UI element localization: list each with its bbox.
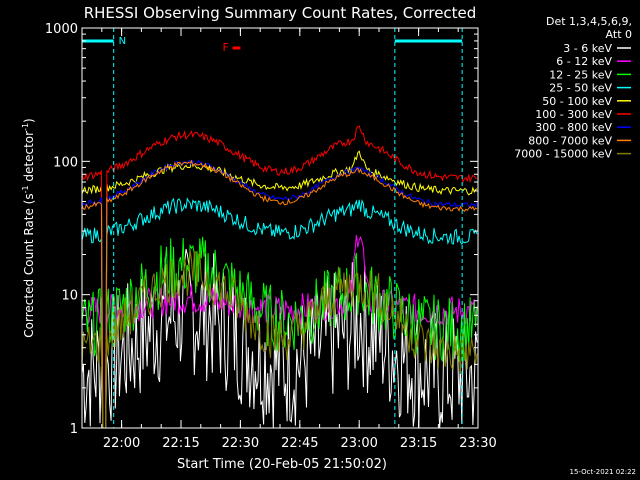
generated-timestamp: 15-Oct-2021 02:22 xyxy=(570,468,636,476)
legend-label-7: 800 - 7000 keV xyxy=(528,134,612,147)
x-tick-label-6: 23:30 xyxy=(459,436,496,451)
x-tick-label-5: 23:15 xyxy=(400,436,437,451)
y-axis-ticks: 1 10 100 1000 xyxy=(45,22,478,437)
y-tick-label-10: 10 xyxy=(61,289,78,304)
y-tick-label-1: 1 xyxy=(70,422,78,437)
legend-header-line-2: Att 0 xyxy=(606,28,632,41)
series-layer xyxy=(81,125,478,429)
y-axis-label-end: ) xyxy=(22,118,36,123)
dashed-time-lines xyxy=(113,28,463,428)
legend-label-8: 7000 - 15000 keV xyxy=(514,148,612,161)
legend-label-6: 300 - 800 keV xyxy=(535,121,612,134)
y-axis-label-main: Corrected Count Rate (s xyxy=(22,193,36,337)
legend-header-line-1: Det 1,3,4,5,6,9, xyxy=(546,15,632,28)
x-tick-label-3: 22:45 xyxy=(281,436,318,451)
legend-label-1: 6 - 12 keV xyxy=(556,55,612,68)
x-axis-label: Start Time (20-Feb-05 21:50:02) xyxy=(177,457,387,472)
chart-title: RHESSI Observing Summary Count Rates, Co… xyxy=(84,4,477,22)
legend-label-2: 12 - 25 keV xyxy=(549,68,612,81)
y-tick-label-100: 100 xyxy=(53,155,78,170)
series-line-7 xyxy=(81,159,478,429)
legend-label-3: 25 - 50 keV xyxy=(549,82,612,95)
legend-label-5: 100 - 300 keV xyxy=(535,108,612,121)
series-line-4 xyxy=(81,150,478,429)
legend-label-4: 50 - 100 keV xyxy=(542,95,612,108)
y-axis-label-sup1: -1 xyxy=(21,185,30,193)
flare-label: F xyxy=(222,41,228,54)
series-line-3 xyxy=(81,197,478,429)
x-axis-ticks: 22:00 22:15 22:30 22:45 23:00 23:15 23:30 xyxy=(81,28,497,451)
x-tick-label-4: 23:00 xyxy=(340,436,377,451)
flare-layer: F xyxy=(222,41,241,54)
x-tick-label-0: 22:00 xyxy=(103,436,140,451)
y-axis-label-mid: detector xyxy=(22,131,36,186)
night-label: N xyxy=(119,36,126,47)
y-axis-label-sup2: -1 xyxy=(21,123,30,131)
night-layer: N xyxy=(82,36,463,47)
y-axis-label: Corrected Count Rate (s-1 detector-1) xyxy=(21,118,36,337)
x-tick-label-2: 22:30 xyxy=(222,436,259,451)
x-tick-label-1: 22:15 xyxy=(162,436,199,451)
series-line-5 xyxy=(81,125,478,429)
y-tick-label-1000: 1000 xyxy=(45,22,78,37)
legend-label-0: 3 - 6 keV xyxy=(563,42,612,55)
series-line-8 xyxy=(81,250,478,429)
series-line-1 xyxy=(82,234,478,429)
